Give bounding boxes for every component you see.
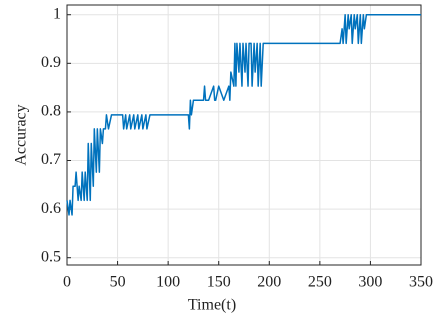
x-tick-label: 150 [207,274,231,291]
x-tick-label: 350 [409,274,433,291]
data-line [66,13,421,216]
y-tick-label: 0.5 [41,248,61,265]
x-tick-label: 50 [110,274,126,291]
x-tick-label: 100 [156,274,180,291]
x-tick-label: 300 [358,274,382,291]
y-tick-label: 0.9 [41,54,61,71]
y-tick-label: 0.8 [41,103,61,120]
x-tick-label: 0 [63,274,71,291]
y-tick-label: 0.6 [41,200,61,217]
x-tick-label: 250 [308,274,332,291]
y-tick-label: 0.7 [41,151,61,168]
x-axis-label: Time(t) [188,297,236,314]
plot-frame [66,4,422,266]
y-axis-label: Accuracy [13,104,30,165]
y-tick-label: 1 [53,5,61,22]
x-tick-label: 200 [257,274,281,291]
